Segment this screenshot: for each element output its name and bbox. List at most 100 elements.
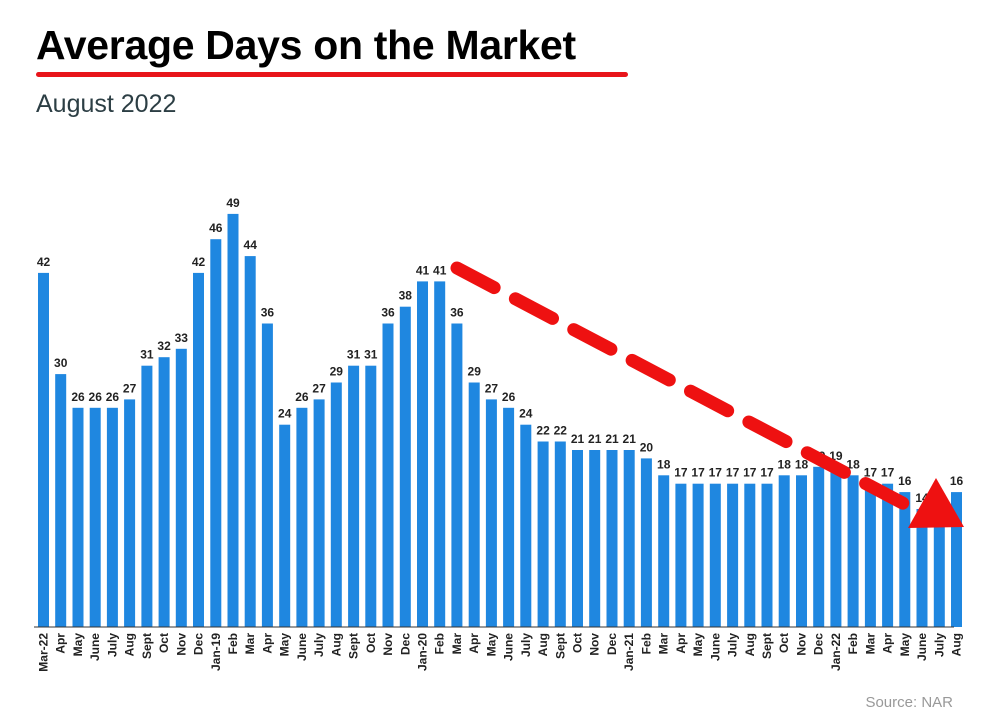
bar [640, 458, 652, 627]
data-label: 49 [226, 196, 240, 210]
data-label: 26 [295, 390, 309, 404]
bar [365, 365, 377, 627]
data-label: 18 [795, 457, 809, 471]
bar [744, 483, 756, 627]
x-tick-label: Mar [243, 633, 257, 655]
bar [227, 213, 239, 627]
x-tick-label: Dec [192, 633, 206, 655]
bar [606, 450, 618, 627]
bar [520, 424, 532, 627]
x-tick-label: Oct [364, 633, 378, 653]
bar [864, 483, 876, 627]
data-label: 26 [502, 390, 516, 404]
data-label: 16 [898, 474, 912, 488]
bar [124, 399, 136, 627]
data-label: 33 [175, 331, 189, 345]
x-tick-label: Jan-19 [209, 633, 223, 671]
bar [503, 407, 515, 627]
x-tick-label: June [88, 633, 102, 661]
bar [813, 466, 825, 627]
bar [761, 483, 773, 627]
x-tick-label: July [519, 633, 533, 657]
data-label: 26 [89, 390, 103, 404]
x-tick-label: Dec [812, 633, 826, 655]
x-tick-label: Sept [553, 633, 567, 659]
bar [778, 475, 790, 627]
x-tick-label: Jan-22 [829, 633, 843, 671]
x-tick-label: Feb [226, 633, 240, 654]
data-label: 18 [846, 457, 860, 471]
x-tick-label: Feb [639, 633, 653, 654]
x-tick-label: Feb [846, 633, 860, 654]
bar [330, 382, 342, 627]
bar [55, 374, 67, 627]
data-label: 24 [278, 407, 292, 421]
data-label: 21 [571, 432, 585, 446]
bar [485, 399, 497, 627]
data-label: 27 [312, 381, 326, 395]
x-tick-label: July [726, 633, 740, 657]
bar [348, 365, 360, 627]
bar [882, 483, 894, 627]
data-label: 17 [760, 466, 774, 480]
x-tick-label: May [898, 633, 912, 657]
x-tick-label: Mar [863, 633, 877, 655]
bar [451, 323, 463, 627]
bar [434, 281, 446, 627]
page-subtitle: August 2022 [36, 90, 177, 118]
trend-arrow-head [908, 478, 964, 528]
bar [261, 323, 273, 627]
bar [692, 483, 704, 627]
bar [210, 239, 222, 627]
x-tick-label: June [295, 633, 309, 661]
data-label: 36 [261, 306, 275, 320]
title-underline [36, 72, 628, 77]
bar [72, 407, 84, 627]
bar [847, 475, 859, 627]
data-label: 17 [881, 466, 895, 480]
x-tick-label: Aug [329, 633, 343, 656]
bar [382, 323, 394, 627]
bar [830, 466, 842, 627]
data-label: 18 [778, 457, 792, 471]
x-tick-label: Oct [571, 633, 585, 653]
data-label: 31 [347, 348, 361, 362]
data-label: 18 [657, 457, 671, 471]
data-label: 20 [640, 440, 654, 454]
bar [468, 382, 480, 627]
data-label: 42 [192, 255, 206, 269]
data-label: 21 [623, 432, 637, 446]
bar [175, 348, 187, 627]
bar [658, 475, 670, 627]
data-label: 32 [157, 339, 171, 353]
bar [727, 483, 739, 627]
bar [589, 450, 601, 627]
x-tick-label: May [278, 633, 292, 657]
x-tick-label: Aug [536, 633, 550, 656]
x-tick-label: Dec [605, 633, 619, 655]
x-tick-label: Apr [881, 633, 895, 654]
x-tick-label: June [915, 633, 929, 661]
data-label: 17 [674, 466, 688, 480]
data-label: 44 [244, 238, 258, 252]
source-note: Source: NAR [865, 694, 953, 711]
x-tick-label: June [502, 633, 516, 661]
x-axis-tick-labels: Mar-22 Apr May June July Aug Sept Oct Nov Dec Jan-… [37, 633, 964, 672]
data-label: 36 [381, 306, 395, 320]
data-label: 41 [433, 263, 447, 277]
data-label: 38 [399, 289, 413, 303]
x-tick-label: Aug [123, 633, 137, 656]
x-tick-label: Oct [157, 633, 171, 653]
bar [623, 450, 635, 627]
x-tick-label: Feb [433, 633, 447, 654]
data-label: 36 [450, 306, 464, 320]
data-label: 17 [743, 466, 757, 480]
bar [313, 399, 325, 627]
trend-arrow [450, 261, 964, 528]
x-tick-label: Mar [450, 633, 464, 655]
bar [38, 272, 49, 627]
data-label: 46 [209, 221, 223, 235]
data-label: 30 [54, 356, 68, 370]
data-label: 27 [485, 381, 499, 395]
